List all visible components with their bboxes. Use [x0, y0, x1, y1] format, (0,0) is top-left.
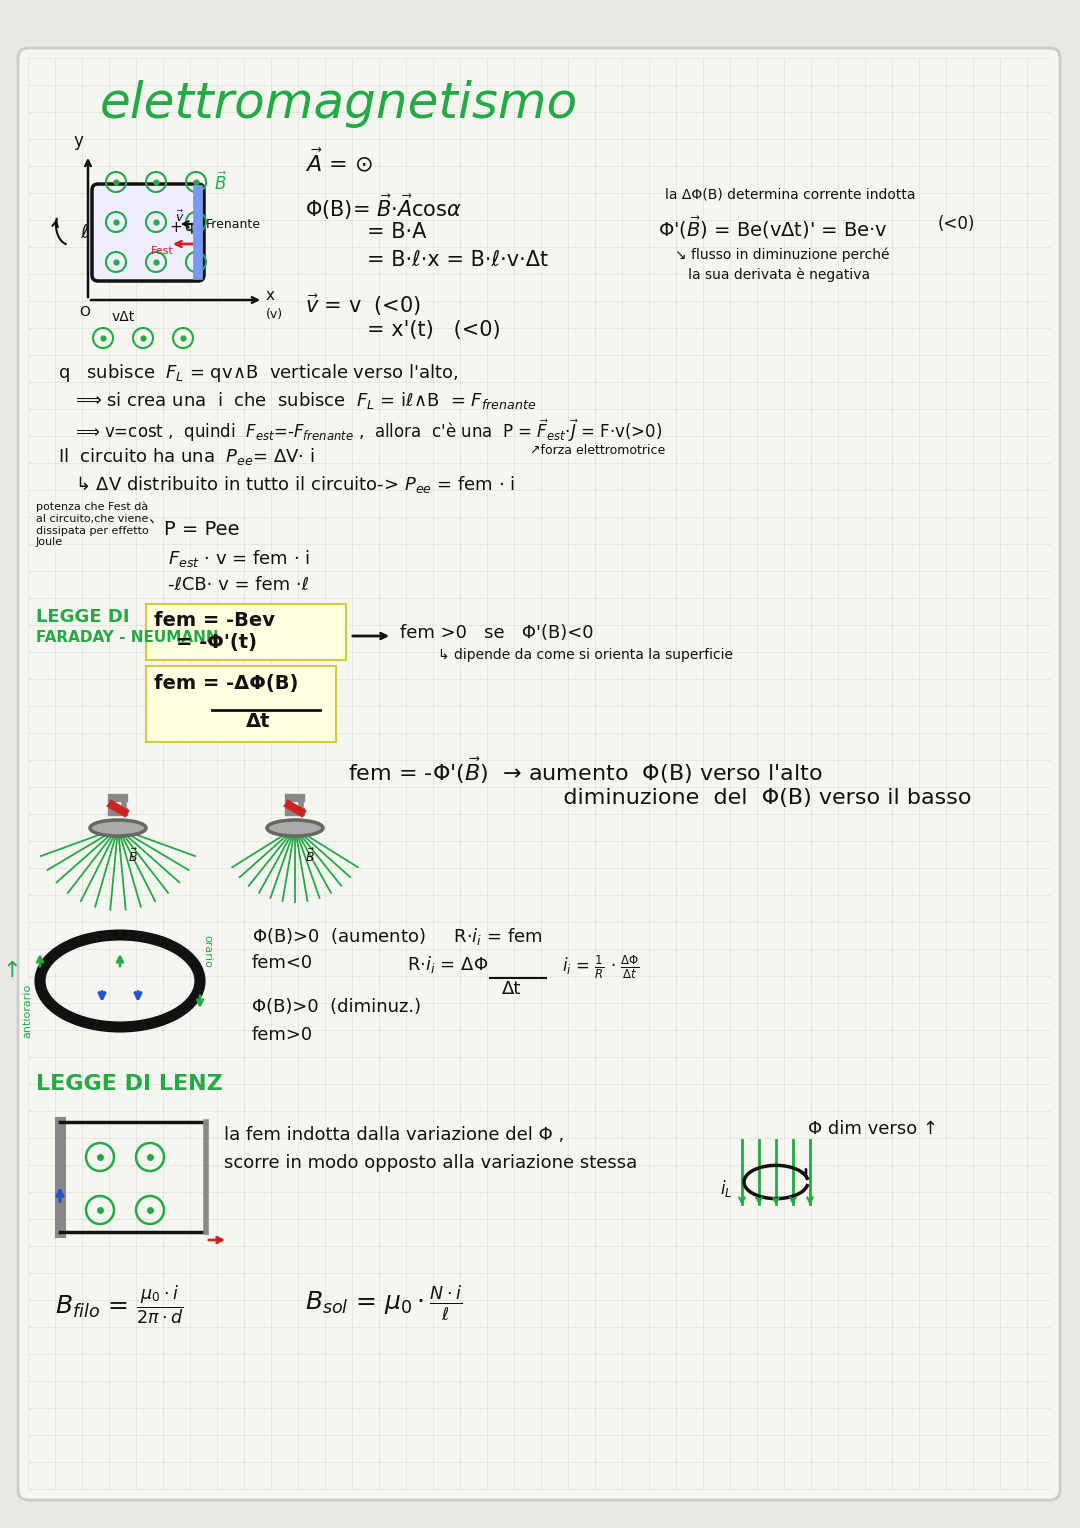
Text: Il  circuito ha una  $P_{ee}$= ΔV· i: Il circuito ha una $P_{ee}$= ΔV· i	[58, 446, 314, 468]
Text: la sua derivata è negativa: la sua derivata è negativa	[675, 267, 870, 283]
Text: scorre in modo opposto alla variazione stessa: scorre in modo opposto alla variazione s…	[224, 1154, 637, 1172]
Text: la ΔΦ(B) determina corrente indotta: la ΔΦ(B) determina corrente indotta	[665, 188, 916, 202]
Text: ℓ: ℓ	[80, 223, 87, 241]
Text: ` P = Pee: ` P = Pee	[148, 520, 240, 539]
Text: antiorario: antiorario	[22, 984, 32, 1038]
Text: Frenante: Frenante	[206, 219, 261, 231]
Text: FARADAY - NEUMANN: FARADAY - NEUMANN	[36, 630, 218, 645]
FancyBboxPatch shape	[146, 666, 336, 743]
Text: $\vec{A}$ = ⊙: $\vec{A}$ = ⊙	[305, 148, 373, 176]
Text: $\vec{v}$ = v  (<0): $\vec{v}$ = v (<0)	[305, 292, 421, 318]
Text: vΔt: vΔt	[111, 310, 135, 324]
Text: Δt: Δt	[246, 712, 270, 730]
FancyBboxPatch shape	[92, 183, 204, 281]
Text: -ℓCB· v = fem ·ℓ: -ℓCB· v = fem ·ℓ	[168, 576, 309, 594]
Text: ↳ ΔV distribuito in tutto il circuito-> $P_{ee}$ = fem · i: ↳ ΔV distribuito in tutto il circuito-> …	[75, 474, 515, 495]
Text: = B·ℓ·x = B·ℓ·v·Δt: = B·ℓ·x = B·ℓ·v·Δt	[367, 251, 549, 270]
Text: fem = -Φ'($\vec{B}$)  → aumento  Φ(B) verso l'alto: fem = -Φ'($\vec{B}$) → aumento Φ(B) vers…	[348, 756, 823, 787]
Text: ↘ flusso in diminuzione perché: ↘ flusso in diminuzione perché	[675, 248, 890, 263]
Text: $i_L$: $i_L$	[720, 1178, 732, 1199]
FancyBboxPatch shape	[18, 47, 1059, 1500]
Ellipse shape	[90, 821, 146, 836]
Ellipse shape	[267, 821, 323, 836]
Text: R·$i_i$ = ΔΦ: R·$i_i$ = ΔΦ	[407, 953, 488, 975]
Text: $B_{sol}$ = $\mu_0 \cdot \frac{N \cdot i}{\ell}$: $B_{sol}$ = $\mu_0 \cdot \frac{N \cdot i…	[305, 1284, 462, 1323]
FancyBboxPatch shape	[146, 604, 346, 660]
Text: (<0): (<0)	[939, 215, 975, 232]
Text: orario: orario	[202, 935, 212, 967]
Text: Φ dim verso ↑: Φ dim verso ↑	[808, 1120, 939, 1138]
Text: x: x	[266, 287, 275, 303]
Text: diminuzione  del  Φ(B) verso il basso: diminuzione del Φ(B) verso il basso	[428, 788, 972, 808]
Text: Fest: Fest	[151, 246, 174, 257]
Text: fem >0   se   Φ'(B)<0: fem >0 se Φ'(B)<0	[400, 623, 594, 642]
Text: $\vec{B}$: $\vec{B}$	[129, 848, 138, 865]
Text: ⟹ si crea una  i  che  subisce  $F_L$ = iℓ∧B  = $F_{frenante}$: ⟹ si crea una i che subisce $F_L$ = iℓ∧B…	[75, 390, 537, 411]
Text: fem = -Bev: fem = -Bev	[154, 611, 275, 630]
Text: LEGGE DI LENZ: LEGGE DI LENZ	[36, 1074, 222, 1094]
Text: $\vec{B}$: $\vec{B}$	[214, 173, 227, 194]
Text: ⟹ v=cost ,  quindi  $F_{est}$=-$F_{frenante}$ ,  allora  c'è una  P = $\vec{F}_{: ⟹ v=cost , quindi $F_{est}$=-$F_{frenant…	[75, 419, 662, 445]
Text: ↗forza elettromotrice: ↗forza elettromotrice	[530, 445, 665, 457]
Text: fem>0: fem>0	[252, 1025, 313, 1044]
Text: elettromagnetismo: elettromagnetismo	[100, 79, 578, 128]
Text: q   subisce  $F_L$ = qv∧B  verticale verso l'alto,: q subisce $F_L$ = qv∧B verticale verso l…	[58, 362, 458, 384]
Text: $i_i$ = $\frac{1}{R}$ · $\frac{ΔΦ}{Δt}$: $i_i$ = $\frac{1}{R}$ · $\frac{ΔΦ}{Δt}$	[562, 953, 640, 981]
Text: = B·A: = B·A	[367, 222, 427, 241]
Text: Φ(B)>0  (diminuz.): Φ(B)>0 (diminuz.)	[252, 998, 421, 1016]
Text: (v): (v)	[266, 309, 283, 321]
Text: Δt: Δt	[502, 979, 522, 998]
Text: q: q	[184, 220, 193, 234]
Text: ↑: ↑	[2, 961, 22, 981]
Text: $\Phi$(B)= $\vec{B}$·$\vec{A}$cos$\alpha$: $\Phi$(B)= $\vec{B}$·$\vec{A}$cos$\alpha…	[305, 193, 462, 222]
Text: potenza che Fest dà
al circuito,che viene
dissipata per effetto
Joule: potenza che Fest dà al circuito,che vien…	[36, 503, 149, 547]
Text: +: +	[170, 220, 183, 235]
Text: y: y	[73, 131, 83, 150]
Text: la fem indotta dalla variazione del Φ ,: la fem indotta dalla variazione del Φ ,	[224, 1126, 564, 1144]
Text: $B_{filo}$ = $\frac{\mu_0 \cdot i}{2\pi \cdot d}$: $B_{filo}$ = $\frac{\mu_0 \cdot i}{2\pi …	[55, 1284, 184, 1328]
Text: = -Φ'(t): = -Φ'(t)	[176, 633, 257, 652]
Text: Φ'($\vec{B}$) = Be(vΔt)' = Be·v: Φ'($\vec{B}$) = Be(vΔt)' = Be·v	[658, 215, 888, 241]
Text: LEGGE DI: LEGGE DI	[36, 608, 130, 626]
Text: Φ(B)>0  (aumento)     R·$i_i$ = fem: Φ(B)>0 (aumento) R·$i_i$ = fem	[252, 926, 543, 947]
Text: ↳ dipende da come si orienta la superficie: ↳ dipende da come si orienta la superfic…	[438, 648, 733, 662]
Text: fem<0: fem<0	[252, 953, 313, 972]
Text: O: O	[80, 306, 91, 319]
Text: $F_{est}$ · v = fem · i: $F_{est}$ · v = fem · i	[168, 549, 310, 568]
Text: = x'(t)   (<0): = x'(t) (<0)	[367, 319, 501, 341]
Text: $\vec{B}$: $\vec{B}$	[305, 848, 314, 865]
Text: fem = -ΔΦ(B): fem = -ΔΦ(B)	[154, 674, 298, 694]
Text: $\vec{v}$: $\vec{v}$	[175, 209, 185, 225]
